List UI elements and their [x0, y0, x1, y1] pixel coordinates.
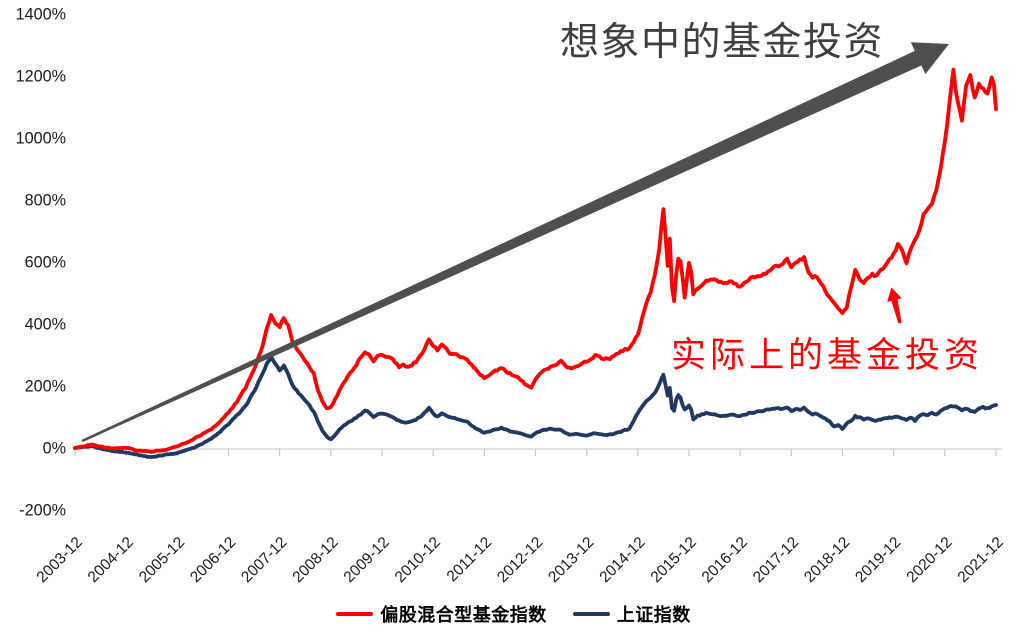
x-axis-label: 2020-12: [903, 534, 955, 586]
legend-item-sse-index: 上证指数: [572, 601, 691, 627]
y-axis-label: 0%: [43, 440, 66, 458]
y-axis-label: 600%: [25, 254, 66, 272]
y-axis-label: 1200%: [16, 68, 66, 86]
x-axis-label: 2017-12: [750, 534, 802, 586]
fund-index-line-swatch: [336, 611, 374, 617]
x-axis-label: 2013-12: [545, 534, 597, 586]
legend: 偏股混合型基金指数 上证指数: [0, 601, 1027, 627]
x-axis-label: 2009-12: [341, 534, 393, 586]
fund-index-legend-label: 偏股混合型基金指数: [380, 605, 547, 625]
actual-investment-label: 实际上的基金投资: [671, 336, 984, 375]
x-axis-label: 2003-12: [34, 534, 86, 586]
x-axis-label: 2014-12: [596, 534, 648, 586]
sse-index-line: [73, 354, 998, 459]
x-axis-label: 2004-12: [85, 534, 137, 586]
x-axis-label: 2016-12: [699, 534, 751, 586]
y-axis-label: 800%: [25, 192, 66, 210]
x-axis-label: 2006-12: [187, 534, 239, 586]
y-axis-label: 1000%: [16, 130, 66, 148]
x-axis-label: 2012-12: [494, 534, 546, 586]
x-axis-label: 2021-12: [955, 534, 1007, 586]
legend-item-fund-index: 偏股混合型基金指数: [336, 601, 547, 627]
actual-pointer-arrow-icon: [887, 287, 902, 324]
x-axis-label: 2019-12: [852, 534, 904, 586]
x-axis-label: 2011-12: [444, 534, 495, 585]
x-axis-label: 2007-12: [238, 534, 290, 586]
y-axis-label: 200%: [25, 378, 66, 396]
y-axis-label: -200%: [19, 502, 66, 520]
imagined-trend-arrow-icon: [81, 42, 949, 443]
x-axis-label: 2010-12: [392, 534, 444, 586]
fund-index-line: [73, 67, 998, 454]
imagined-investment-label: 想象中的基金投资: [560, 21, 885, 64]
y-axis-label: 1400%: [16, 6, 66, 24]
y-axis-label: 400%: [25, 316, 66, 334]
x-axis-label: 2015-12: [648, 534, 700, 586]
x-axis-label: 2008-12: [289, 534, 341, 586]
sse-index-legend-label: 上证指数: [616, 605, 691, 625]
x-axis-label: 2005-12: [136, 534, 188, 586]
sse-index-line-swatch: [572, 611, 610, 617]
x-axis-label: 2018-12: [801, 534, 853, 586]
